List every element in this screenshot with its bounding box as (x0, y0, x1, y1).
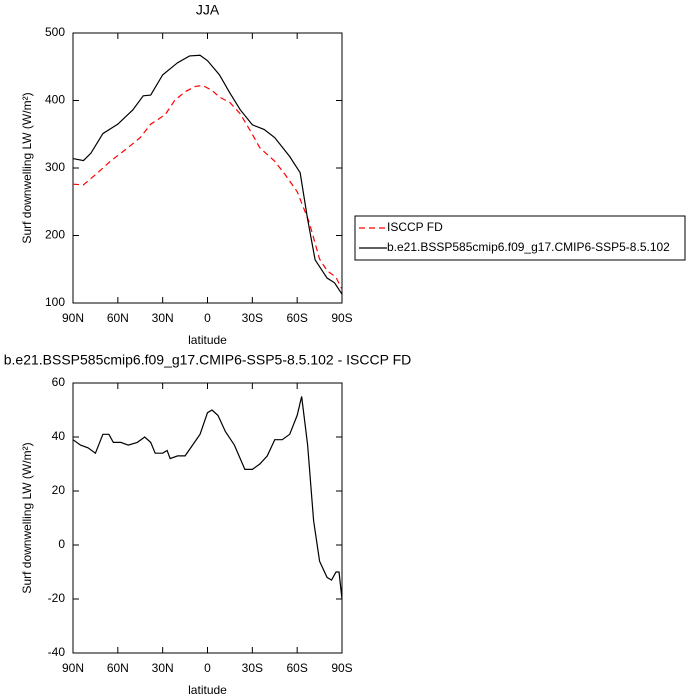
x-axis-label: latitude (188, 333, 227, 347)
y-axis-label: Surf downwelling LW (W/m²) (20, 92, 34, 243)
y-axis-label: Surf downwelling LW (W/m²) (20, 442, 34, 593)
x-tick-label: 60N (107, 661, 129, 675)
data-line (72, 54, 343, 295)
x-tick-label: 30S (242, 311, 263, 325)
y-tick-label: -40 (48, 645, 66, 659)
data-line (72, 396, 343, 600)
x-tick-label: 0 (204, 661, 211, 675)
x-tick-label: 60N (107, 311, 129, 325)
y-tick-label: 400 (45, 93, 65, 107)
plot-frame (72, 32, 343, 304)
y-tick-label: 20 (52, 483, 66, 497)
x-tick-label: 60S (286, 311, 307, 325)
legend-label: b.e21.BSSP585cmip6.f09_g17.CMIP6-SSP5-8.… (387, 240, 670, 254)
x-tick-label: 0 (204, 311, 211, 325)
y-tick-label: 100 (45, 295, 65, 309)
chart-title: JJA (196, 2, 220, 18)
y-tick-label: 0 (58, 537, 65, 551)
legend-label: ISCCP FD (387, 220, 443, 234)
legend-box (354, 215, 686, 261)
y-tick-label: 40 (52, 429, 66, 443)
x-tick-label: 30N (152, 661, 174, 675)
x-tick-label: 90N (62, 661, 84, 675)
data-line (72, 85, 343, 290)
chart-title: b.e21.BSSP585cmip6.f09_g17.CMIP6-SSP5-8.… (4, 352, 412, 368)
x-tick-label: 90S (331, 311, 352, 325)
y-tick-label: 200 (45, 228, 65, 242)
x-tick-label: 90N (62, 311, 84, 325)
x-tick-label: 90S (331, 661, 352, 675)
y-tick-label: -20 (48, 591, 66, 605)
x-tick-label: 60S (286, 661, 307, 675)
x-tick-label: 30N (152, 311, 174, 325)
y-tick-label: 300 (45, 160, 65, 174)
x-tick-label: 30S (242, 661, 263, 675)
y-tick-label: 500 (45, 25, 65, 39)
x-axis-label: latitude (188, 683, 227, 697)
y-tick-label: 60 (52, 375, 66, 389)
plot-frame (72, 382, 343, 654)
